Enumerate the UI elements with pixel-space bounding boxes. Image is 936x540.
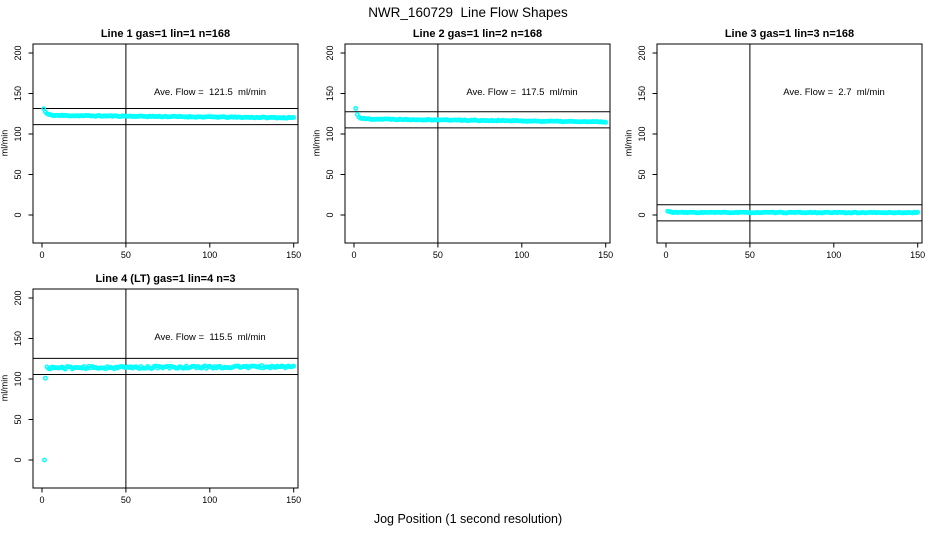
y-tick-label: 0 (13, 457, 23, 462)
y-tick-label: 100 (13, 371, 23, 386)
subplot-title-line-2: Line 2 gas=1 lin=2 n=168 (412, 28, 543, 40)
plot-canvas-line-2: 0 50 100 150 200 0 50 100 150 ml/min (312, 43, 613, 260)
flow-point (353, 105, 359, 111)
plot-box (32, 288, 299, 489)
subplot-line-3: Line 3 gas=1 lin=3 n=168 Ave. Flow = 2.7… (624, 25, 936, 270)
x-tick-label: 50 (121, 495, 131, 505)
subplot-title-line-3: Line 3 gas=1 lin=3 n=168 (724, 28, 855, 40)
axes: 0 50 100 150 200 0 50 100 150 ml/min (624, 45, 925, 260)
axes: 0 50 100 150 200 0 50 100 150 ml/min (0, 45, 301, 260)
y-tick-label: 50 (325, 169, 335, 179)
y-tick-label: 0 (13, 212, 23, 217)
subplot-line-4: Line 4 (LT) gas=1 lin=4 n=3 Ave. Flow = … (0, 270, 312, 515)
y-tick-label: 150 (13, 331, 23, 346)
x-tick-label: 150 (910, 250, 925, 260)
data-points (353, 105, 609, 125)
y-tick-label: 50 (637, 169, 647, 179)
x-tick-label: 0 (39, 495, 44, 505)
flow-point (603, 120, 609, 125)
flow-point (42, 375, 48, 381)
data-points (665, 208, 921, 216)
y-axis-label: ml/min (0, 375, 10, 402)
y-tick-label: 50 (13, 169, 23, 179)
plot-box (32, 43, 299, 244)
subplot-line-2: Line 2 gas=1 lin=2 n=168 Ave. Flow = 117… (312, 25, 624, 270)
y-tick-label: 100 (13, 126, 23, 141)
x-tick-label: 0 (663, 250, 668, 260)
x-tick-label: 100 (826, 250, 841, 260)
plot-canvas-line-1: 0 50 100 150 200 0 50 100 150 ml/min (0, 43, 301, 260)
x-tick-label: 50 (745, 250, 755, 260)
plot-canvas-line-4: 0 50 100 150 200 0 50 100 150 ml/min (0, 288, 301, 505)
y-axis-label: ml/min (624, 130, 634, 157)
reference-lines (657, 44, 922, 243)
subplot-title-line-1: Line 1 gas=1 lin=1 n=168 (100, 28, 231, 40)
y-tick-label: 100 (325, 126, 335, 141)
x-tick-label: 50 (121, 250, 131, 260)
x-tick-label: 100 (202, 495, 217, 505)
flow-point (291, 115, 297, 120)
data-points (42, 363, 297, 463)
x-tick-label: 150 (286, 495, 301, 505)
x-axis-title: Jog Position (1 second resolution) (373, 512, 563, 526)
flow-point (291, 363, 297, 369)
y-tick-label: 150 (325, 86, 335, 101)
y-axis-label: ml/min (312, 130, 322, 157)
ave-flow-label-line-2: Ave. Flow = 117.5 ml/min (466, 87, 578, 98)
y-tick-label: 50 (13, 414, 23, 424)
x-tick-label: 0 (39, 250, 44, 260)
x-tick-label: 0 (351, 250, 356, 260)
data-points (41, 106, 297, 121)
plot-canvas-line-3: 0 50 100 150 200 0 50 100 150 ml/min (624, 43, 925, 260)
y-tick-label: 200 (325, 45, 335, 60)
axes: 0 50 100 150 200 0 50 100 150 ml/min (312, 45, 613, 260)
x-tick-label: 150 (286, 250, 301, 260)
y-tick-label: 0 (325, 212, 335, 217)
ave-flow-label-line-1: Ave. Flow = 121.5 ml/min (153, 87, 267, 98)
y-tick-label: 200 (637, 45, 647, 60)
x-tick-label: 50 (433, 250, 443, 260)
y-tick-label: 150 (13, 86, 23, 101)
flow-point (42, 457, 47, 463)
reference-lines (33, 44, 298, 243)
y-tick-label: 0 (637, 212, 647, 217)
x-tick-label: 100 (514, 250, 529, 260)
y-tick-label: 150 (637, 86, 647, 101)
subplot-line-1: Line 1 gas=1 lin=1 n=168 Ave. Flow = 121… (0, 25, 312, 270)
plot-box (656, 43, 923, 244)
y-tick-label: 200 (13, 290, 23, 305)
reference-lines (345, 44, 610, 243)
flow-point (915, 209, 921, 215)
axes: 0 50 100 150 200 0 50 100 150 ml/min (0, 290, 301, 505)
ave-flow-label-line-3: Ave. Flow = 2.7 ml/min (783, 87, 885, 98)
reference-lines (33, 289, 298, 488)
plot-box (344, 43, 611, 244)
x-tick-label: 150 (598, 250, 613, 260)
figure-title: NWR_160729 Line Flow Shapes (368, 5, 568, 20)
x-tick-label: 100 (202, 250, 217, 260)
ave-flow-label-line-4: Ave. Flow = 115.5 ml/min (154, 332, 266, 343)
y-tick-label: 200 (13, 45, 23, 60)
y-tick-label: 100 (637, 126, 647, 141)
y-axis-label: ml/min (0, 130, 10, 157)
subplot-title-line-4: Line 4 (LT) gas=1 lin=4 n=3 (95, 273, 236, 285)
